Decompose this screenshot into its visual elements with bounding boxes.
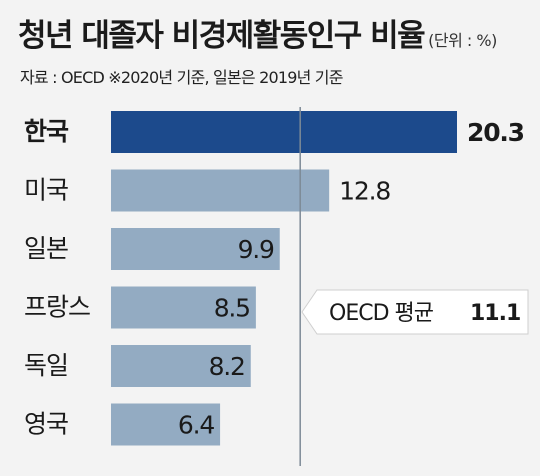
category-label: 미국	[24, 176, 68, 205]
bar-5	[111, 345, 251, 387]
source-note: 자료 : OECD ※2020년 기준, 일본은 2019년 기준	[20, 68, 343, 87]
chart-header: 청년 대졸자 비경제활동인구 비율 (단위 : %)	[18, 10, 497, 55]
value-label: 8.5	[214, 294, 250, 323]
reference-value-label: 11.1	[470, 301, 520, 326]
value-label: 9.9	[238, 235, 274, 264]
bar-3	[111, 228, 280, 270]
reference-label: OECD 평균	[329, 301, 434, 326]
category-label: 일본	[24, 234, 68, 263]
bar-1	[111, 111, 457, 153]
category-label: 프랑스	[24, 293, 90, 322]
bar-4	[111, 286, 256, 329]
chart-title: 청년 대졸자 비경제활동인구 비율	[18, 18, 426, 54]
value-label: 8.2	[209, 352, 245, 381]
reference-callout	[301, 289, 529, 335]
unit-note: (단위 : %)	[428, 31, 497, 50]
category-label: 한국	[24, 117, 69, 146]
value-label: 20.3	[467, 118, 524, 147]
bar-2	[111, 169, 330, 212]
value-label: 12.8	[339, 177, 390, 206]
bar-6	[111, 403, 221, 446]
category-label: 독일	[24, 351, 68, 380]
category-label: 영국	[24, 410, 68, 439]
value-label: 6.4	[178, 411, 214, 440]
